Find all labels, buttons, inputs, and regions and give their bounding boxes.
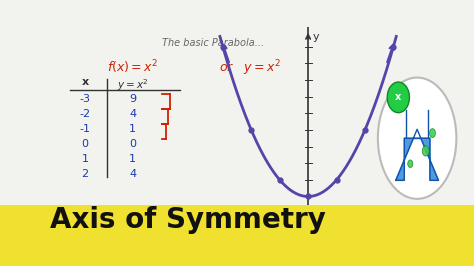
Text: -2: -2 [80,109,91,119]
Text: 0: 0 [129,139,136,149]
Text: 4: 4 [129,169,137,179]
Text: Axis of Symmetry: Axis of Symmetry [50,206,326,234]
Text: 0: 0 [82,139,89,149]
Text: 2: 2 [82,169,89,179]
Text: 1: 1 [129,154,136,164]
Text: x: x [395,92,401,102]
Text: x: x [82,77,89,87]
Ellipse shape [429,129,436,138]
Text: 9: 9 [129,94,137,104]
Text: $f(x) = x^2$: $f(x) = x^2$ [107,59,158,76]
Text: $or\ \ \ y = x^2$: $or\ \ \ y = x^2$ [219,59,282,78]
Text: y: y [312,32,319,41]
Text: The basic Parabola...: The basic Parabola... [163,38,264,48]
Ellipse shape [387,82,410,113]
Text: 4: 4 [129,109,137,119]
Ellipse shape [422,146,429,156]
Text: -1: -1 [80,124,91,134]
Ellipse shape [378,78,456,199]
Text: 1: 1 [82,154,89,164]
Ellipse shape [408,160,413,168]
Polygon shape [406,110,428,138]
Text: 1: 1 [129,124,136,134]
Text: -3: -3 [80,94,91,104]
Text: $y = x^2$: $y = x^2$ [117,77,148,93]
Polygon shape [396,129,438,180]
